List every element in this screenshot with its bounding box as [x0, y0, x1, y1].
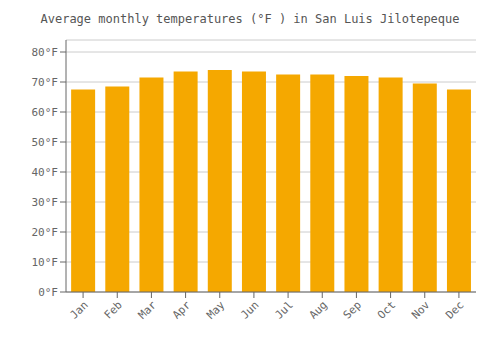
- svg-text:Aug: Aug: [307, 298, 330, 321]
- svg-text:May: May: [204, 298, 228, 322]
- svg-text:Jul: Jul: [272, 298, 295, 321]
- svg-text:80°F: 80°F: [32, 46, 59, 59]
- svg-text:Apr: Apr: [170, 298, 194, 322]
- svg-text:30°F: 30°F: [32, 196, 59, 209]
- svg-text:0°F: 0°F: [38, 286, 58, 299]
- svg-text:Feb: Feb: [102, 298, 125, 321]
- svg-text:Nov: Nov: [409, 298, 433, 322]
- svg-text:Oct: Oct: [375, 298, 398, 321]
- svg-text:Jan: Jan: [67, 298, 90, 321]
- svg-text:40°F: 40°F: [32, 166, 59, 179]
- svg-text:50°F: 50°F: [32, 136, 59, 149]
- svg-text:Sep: Sep: [341, 298, 364, 321]
- svg-text:10°F: 10°F: [32, 256, 59, 269]
- svg-text:20°F: 20°F: [32, 226, 59, 239]
- svg-text:Dec: Dec: [443, 298, 466, 321]
- html-text:Average monthly temperatures (: Average monthly temperatures (°F ) in Sa…: [40, 12, 460, 26]
- svg-text:Jun: Jun: [238, 298, 261, 321]
- svg-text:60°F: 60°F: [32, 106, 59, 119]
- svg-text:70°F: 70°F: [32, 76, 59, 89]
- svg-text:Mar: Mar: [136, 298, 160, 322]
